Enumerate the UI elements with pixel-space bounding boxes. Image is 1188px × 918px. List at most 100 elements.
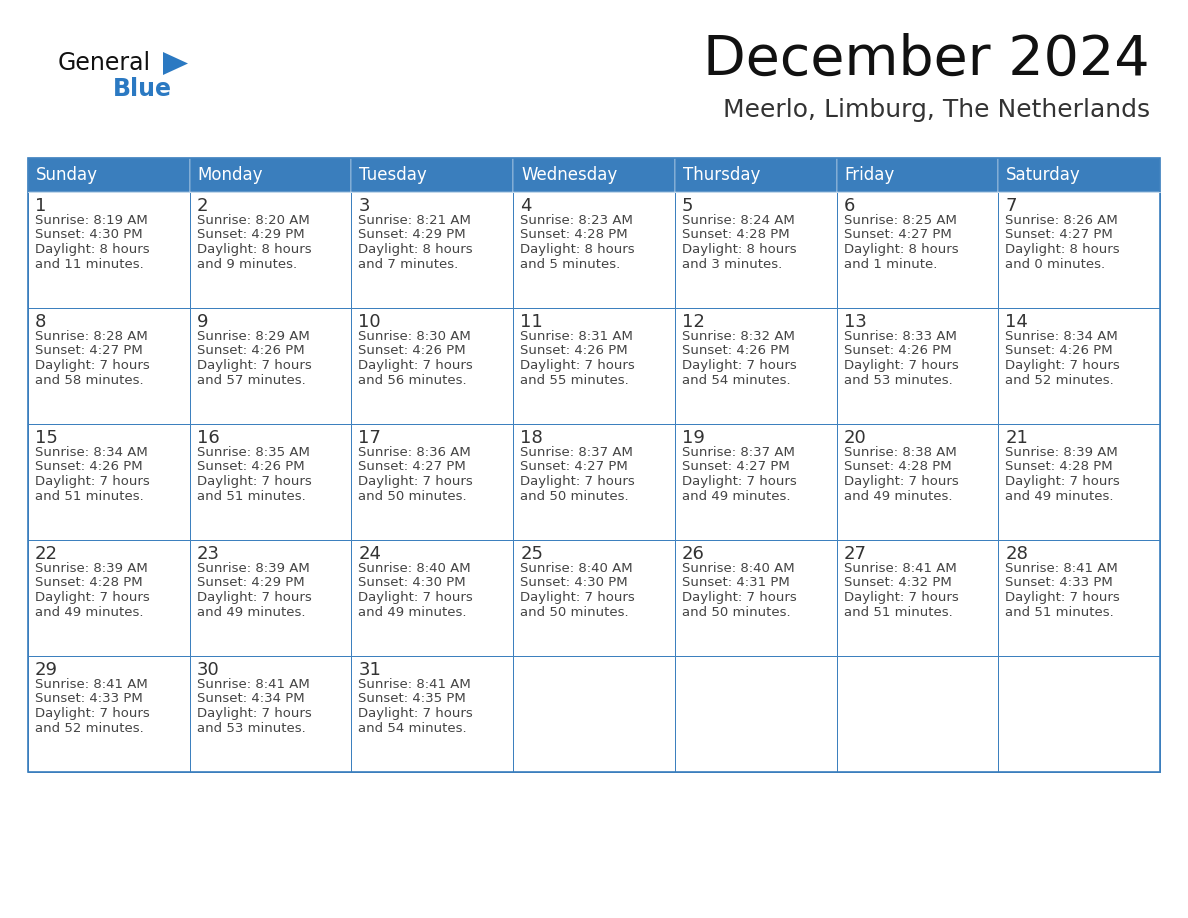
Text: Sunrise: 8:25 AM: Sunrise: 8:25 AM [843, 214, 956, 227]
Text: Sunset: 4:32 PM: Sunset: 4:32 PM [843, 577, 952, 589]
Text: Sunrise: 8:41 AM: Sunrise: 8:41 AM [197, 678, 309, 691]
Bar [998, 192, 1159, 308]
Text: Daylight: 7 hours: Daylight: 7 hours [197, 707, 311, 720]
Text: 28: 28 [1005, 545, 1028, 563]
Bar [29, 656, 190, 772]
Text: 29: 29 [34, 661, 58, 679]
Text: 10: 10 [359, 313, 381, 331]
Text: Daylight: 8 hours: Daylight: 8 hours [1005, 243, 1120, 256]
Bar [513, 158, 675, 192]
Bar [998, 424, 1159, 540]
Text: Daylight: 7 hours: Daylight: 7 hours [34, 707, 150, 720]
Text: 14: 14 [1005, 313, 1028, 331]
Text: and 55 minutes.: and 55 minutes. [520, 374, 628, 386]
Text: Sunset: 4:35 PM: Sunset: 4:35 PM [359, 692, 466, 706]
Text: 15: 15 [34, 429, 58, 447]
Text: Sunset: 4:26 PM: Sunset: 4:26 PM [682, 344, 790, 357]
Text: Sunrise: 8:41 AM: Sunrise: 8:41 AM [34, 678, 147, 691]
Text: General: General [58, 51, 151, 75]
Text: and 50 minutes.: and 50 minutes. [520, 606, 628, 619]
Text: 3: 3 [359, 197, 369, 215]
Text: Daylight: 7 hours: Daylight: 7 hours [682, 359, 797, 372]
Text: 9: 9 [197, 313, 208, 331]
Text: Sunset: 4:30 PM: Sunset: 4:30 PM [520, 577, 627, 589]
Text: Saturday: Saturday [1006, 166, 1081, 184]
Text: Sunrise: 8:41 AM: Sunrise: 8:41 AM [843, 562, 956, 575]
Text: Sunrise: 8:37 AM: Sunrise: 8:37 AM [682, 446, 795, 459]
Text: 6: 6 [843, 197, 855, 215]
Bar [29, 158, 1159, 772]
Text: Sunset: 4:33 PM: Sunset: 4:33 PM [1005, 577, 1113, 589]
Text: Daylight: 8 hours: Daylight: 8 hours [682, 243, 796, 256]
Text: Sunrise: 8:21 AM: Sunrise: 8:21 AM [359, 214, 472, 227]
Text: and 54 minutes.: and 54 minutes. [682, 374, 790, 386]
Text: 27: 27 [843, 545, 866, 563]
Text: and 50 minutes.: and 50 minutes. [520, 489, 628, 502]
Text: Daylight: 7 hours: Daylight: 7 hours [520, 359, 634, 372]
Bar [513, 540, 675, 656]
Text: Daylight: 7 hours: Daylight: 7 hours [843, 591, 959, 604]
Text: Sunrise: 8:41 AM: Sunrise: 8:41 AM [359, 678, 472, 691]
Text: Daylight: 8 hours: Daylight: 8 hours [843, 243, 959, 256]
Text: Daylight: 7 hours: Daylight: 7 hours [34, 359, 150, 372]
Bar [190, 424, 352, 540]
Text: and 9 minutes.: and 9 minutes. [197, 258, 297, 271]
Bar [29, 308, 190, 424]
Text: Daylight: 7 hours: Daylight: 7 hours [359, 359, 473, 372]
Text: Sunrise: 8:30 AM: Sunrise: 8:30 AM [359, 330, 472, 343]
Text: Sunrise: 8:26 AM: Sunrise: 8:26 AM [1005, 214, 1118, 227]
Text: and 5 minutes.: and 5 minutes. [520, 258, 620, 271]
Text: Sunrise: 8:38 AM: Sunrise: 8:38 AM [843, 446, 956, 459]
Text: Sunset: 4:29 PM: Sunset: 4:29 PM [197, 577, 304, 589]
Bar [352, 308, 513, 424]
Text: and 53 minutes.: and 53 minutes. [197, 722, 305, 734]
Text: Sunrise: 8:31 AM: Sunrise: 8:31 AM [520, 330, 633, 343]
Text: Daylight: 7 hours: Daylight: 7 hours [359, 475, 473, 488]
Text: Sunrise: 8:32 AM: Sunrise: 8:32 AM [682, 330, 795, 343]
Bar [513, 656, 675, 772]
Text: Sunset: 4:27 PM: Sunset: 4:27 PM [34, 344, 143, 357]
Bar [190, 158, 352, 192]
Bar [29, 540, 190, 656]
Text: Sunrise: 8:39 AM: Sunrise: 8:39 AM [197, 562, 309, 575]
Bar [29, 158, 190, 192]
Text: Monday: Monday [197, 166, 264, 184]
Text: and 49 minutes.: and 49 minutes. [359, 606, 467, 619]
Text: Daylight: 7 hours: Daylight: 7 hours [34, 591, 150, 604]
Bar [836, 656, 998, 772]
Text: 21: 21 [1005, 429, 1028, 447]
Text: Blue: Blue [113, 77, 172, 101]
Text: and 53 minutes.: and 53 minutes. [843, 374, 953, 386]
Bar [675, 308, 836, 424]
Bar [998, 540, 1159, 656]
Text: and 7 minutes.: and 7 minutes. [359, 258, 459, 271]
Text: 30: 30 [197, 661, 220, 679]
Bar [675, 656, 836, 772]
Text: 26: 26 [682, 545, 704, 563]
Text: and 50 minutes.: and 50 minutes. [682, 606, 790, 619]
Bar [836, 540, 998, 656]
Text: Sunset: 4:28 PM: Sunset: 4:28 PM [1005, 461, 1113, 474]
Text: Sunset: 4:29 PM: Sunset: 4:29 PM [359, 229, 466, 241]
Text: Sunset: 4:26 PM: Sunset: 4:26 PM [843, 344, 952, 357]
Text: 11: 11 [520, 313, 543, 331]
Text: and 51 minutes.: and 51 minutes. [843, 606, 953, 619]
Text: Sunset: 4:30 PM: Sunset: 4:30 PM [359, 577, 466, 589]
Text: and 49 minutes.: and 49 minutes. [1005, 489, 1114, 502]
Text: Sunset: 4:26 PM: Sunset: 4:26 PM [359, 344, 466, 357]
Text: Friday: Friday [845, 166, 895, 184]
Text: Sunrise: 8:40 AM: Sunrise: 8:40 AM [520, 562, 633, 575]
Bar [513, 308, 675, 424]
Text: Meerlo, Limburg, The Netherlands: Meerlo, Limburg, The Netherlands [722, 98, 1150, 122]
Text: Sunset: 4:34 PM: Sunset: 4:34 PM [197, 692, 304, 706]
Text: Daylight: 7 hours: Daylight: 7 hours [843, 475, 959, 488]
Text: Sunday: Sunday [36, 166, 97, 184]
Text: Daylight: 8 hours: Daylight: 8 hours [34, 243, 150, 256]
Text: December 2024: December 2024 [703, 33, 1150, 87]
Text: Sunset: 4:26 PM: Sunset: 4:26 PM [197, 344, 304, 357]
Text: Daylight: 7 hours: Daylight: 7 hours [359, 707, 473, 720]
Text: Tuesday: Tuesday [360, 166, 428, 184]
Bar [513, 424, 675, 540]
Text: and 3 minutes.: and 3 minutes. [682, 258, 782, 271]
Bar [352, 424, 513, 540]
